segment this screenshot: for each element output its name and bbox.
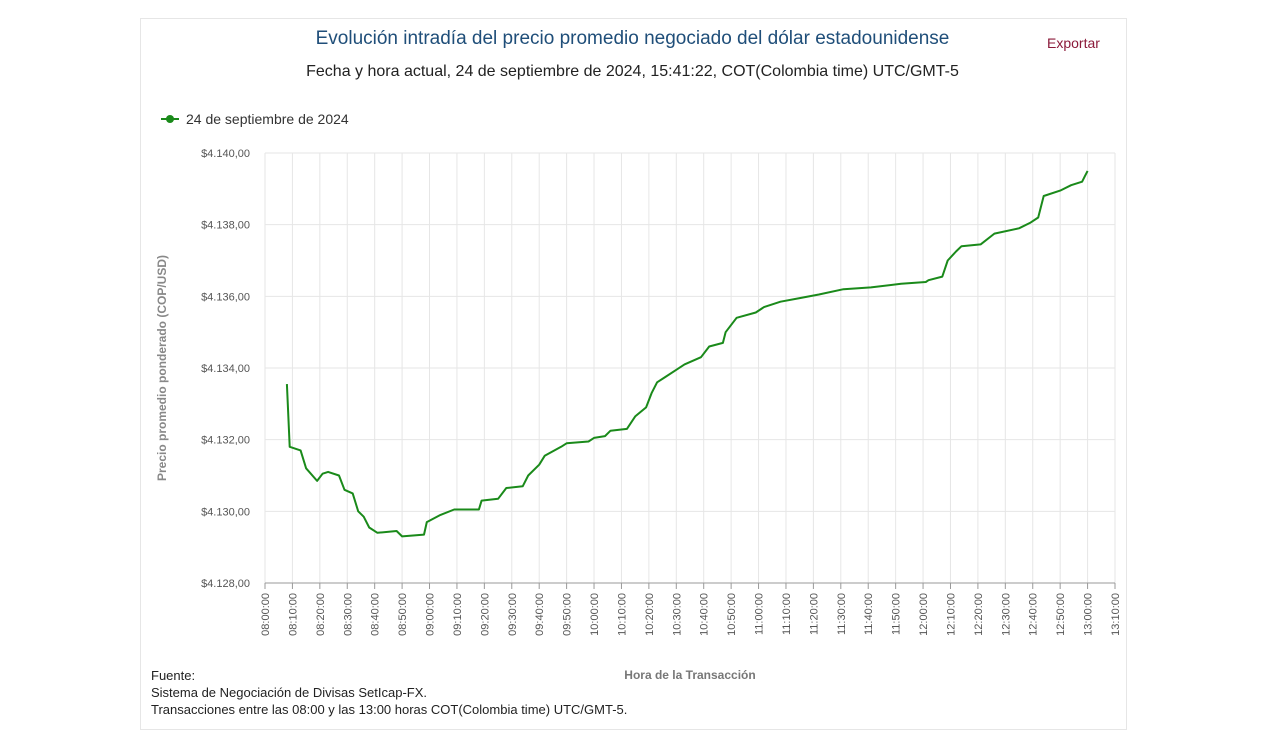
x-tick-label: 11:30:00 [836, 593, 848, 635]
x-tick-label: 08:50:00 [397, 593, 409, 636]
source-line-1: Sistema de Negociación de Divisas SetIca… [151, 685, 428, 700]
legend-label: 24 de septiembre de 2024 [186, 111, 349, 127]
x-tick-label: 10:20:00 [644, 593, 656, 636]
x-tick-label: 10:00:00 [589, 593, 601, 636]
x-tick-label: 09:10:00 [452, 593, 464, 636]
x-tick-label: 12:00:00 [918, 593, 930, 636]
x-tick-label: 08:40:00 [370, 593, 382, 636]
x-tick-label: 10:30:00 [671, 593, 683, 636]
export-button[interactable]: Exportar [1047, 35, 1100, 51]
chart-subtitle: Fecha y hora actual, 24 de septiembre de… [306, 63, 959, 80]
series-line [285, 170, 1089, 538]
x-tick-label: 08:10:00 [287, 593, 299, 636]
x-tick-label: 13:00:00 [1083, 593, 1095, 636]
chart-title: Evolución intradía del precio promedio n… [315, 28, 950, 49]
legend-item[interactable]: 24 de septiembre de 2024 [160, 111, 349, 127]
x-tick-label: 08:00:00 [260, 593, 272, 636]
x-tick-label: 12:50:00 [1055, 593, 1067, 636]
x-tick-label: 12:10:00 [945, 593, 957, 636]
x-tick-label: 11:00:00 [754, 593, 766, 635]
y-tick-label: $4.136,00 [201, 291, 250, 303]
x-tick-label: 11:50:00 [891, 593, 903, 635]
x-tick-label: 10:40:00 [699, 593, 711, 636]
x-tick-label: 11:20:00 [808, 593, 820, 635]
x-tick-label: 09:40:00 [534, 593, 546, 636]
x-axis-label: Hora de la Transacción [624, 668, 756, 682]
x-tick-label: 12:20:00 [973, 593, 985, 636]
x-tick-label: 09:20:00 [479, 593, 491, 636]
x-tick-label: 13:10:00 [1110, 593, 1122, 636]
source-note: Fuente: Sistema de Negociación de Divisa… [151, 667, 627, 718]
y-tick-label: $4.134,00 [201, 363, 250, 375]
x-tick-label: 10:50:00 [726, 593, 738, 636]
y-tick-label: $4.132,00 [201, 435, 250, 447]
x-tick-label: 11:10:00 [781, 593, 793, 635]
y-tick-label: $4.128,00 [201, 578, 250, 590]
source-label: Fuente: [151, 668, 196, 683]
x-tick-label: 11:40:00 [863, 593, 875, 635]
x-tick-label: 08:30:00 [342, 593, 354, 636]
x-tick-label: 10:10:00 [616, 593, 628, 636]
x-tick-label: 09:50:00 [562, 593, 574, 636]
x-tick-label: 12:40:00 [1028, 593, 1040, 636]
y-tick-label: $4.140,00 [201, 148, 250, 160]
x-tick-label: 09:30:00 [507, 593, 519, 636]
y-tick-label: $4.138,00 [201, 220, 250, 232]
legend-marker-icon [161, 115, 179, 123]
y-tick-label: $4.130,00 [201, 506, 250, 518]
source-line-2: Transacciones entre las 08:00 y las 13:0… [151, 702, 628, 717]
x-tick-label: 09:00:00 [425, 593, 437, 636]
x-tick-label: 08:20:00 [315, 593, 327, 636]
x-tick-label: 12:30:00 [1000, 593, 1012, 636]
chart-panel [140, 18, 1127, 730]
